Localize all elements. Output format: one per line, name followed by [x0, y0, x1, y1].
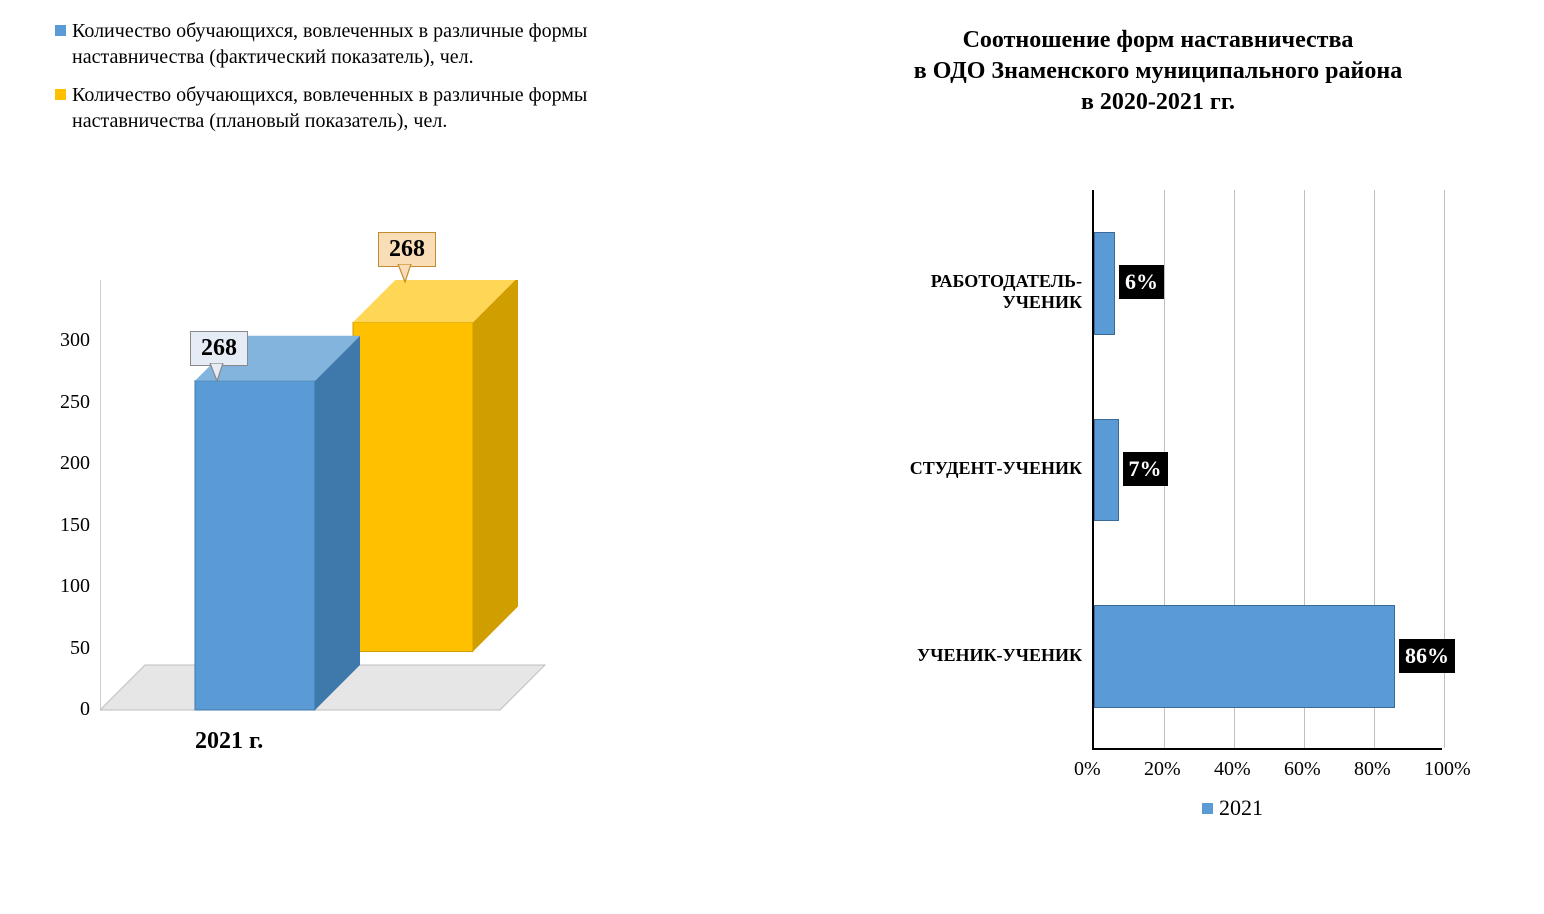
legend-text: Количество обучающихся, вовлеченных в ра…	[72, 82, 632, 134]
right-chart-legend: 2021	[1202, 795, 1263, 821]
legend-marker-icon	[55, 25, 66, 36]
right-chart-panel: Соотношение форм наставничествав ОДО Зна…	[772, 0, 1544, 914]
hbar-category-label: РАБОТОДАТЕЛЬ-УЧЕНИК	[872, 271, 1082, 313]
x-axis-tick-label: 40%	[1214, 758, 1251, 781]
hbar-plot-area: 6%7%86%	[1092, 190, 1442, 750]
y-axis-tick-label: 0	[40, 698, 90, 721]
hbar-value-label: 7%	[1123, 452, 1168, 486]
x-axis-category-label: 2021 г.	[195, 728, 263, 755]
right-chart-title: Соотношение форм наставничествав ОДО Зна…	[772, 25, 1544, 119]
x-axis-tick-label: 0%	[1074, 758, 1101, 781]
left-chart-legend: Количество обучающихся, вовлеченных в ра…	[55, 18, 632, 146]
legend-marker-icon	[1202, 803, 1213, 814]
x-axis-tick-label: 60%	[1284, 758, 1321, 781]
y-axis-tick-label: 250	[40, 391, 90, 414]
left-3d-bar-chart: 0501001502002503002682682021 г.	[40, 280, 540, 760]
left-chart-panel: Количество обучающихся, вовлеченных в ра…	[0, 0, 772, 914]
hbar-category-label: УЧЕНИК-УЧЕНИК	[872, 645, 1082, 666]
x-axis-tick-label: 80%	[1354, 758, 1391, 781]
legend-item: Количество обучающихся, вовлеченных в ра…	[55, 82, 632, 134]
hbar	[1094, 605, 1395, 708]
legend-item: Количество обучающихся, вовлеченных в ра…	[55, 18, 632, 70]
hbar	[1094, 232, 1115, 335]
y-axis-tick-label: 200	[40, 452, 90, 475]
y-axis-tick-label: 100	[40, 575, 90, 598]
x-axis-tick-label: 100%	[1424, 758, 1471, 781]
y-axis-tick-label: 150	[40, 514, 90, 537]
hbar	[1094, 419, 1119, 522]
y-axis-tick-label: 50	[40, 637, 90, 660]
x-axis-tick-label: 20%	[1144, 758, 1181, 781]
hbar-category-label: СТУДЕНТ-УЧЕНИК	[872, 458, 1082, 479]
bar-value-callout: 268	[378, 232, 436, 267]
y-axis-tick-label: 300	[40, 329, 90, 352]
hbar-value-label: 86%	[1399, 639, 1455, 673]
legend-text: Количество обучающихся, вовлеченных в ра…	[72, 18, 632, 70]
bar-value-callout: 268	[190, 331, 248, 366]
legend-marker-icon	[55, 89, 66, 100]
legend-text: 2021	[1219, 795, 1263, 821]
right-hbar-chart: 6%7%86% 0%20%40%60%80%100%РАБОТОДАТЕЛЬ-У…	[872, 190, 1502, 750]
hbar-value-label: 6%	[1119, 265, 1164, 299]
